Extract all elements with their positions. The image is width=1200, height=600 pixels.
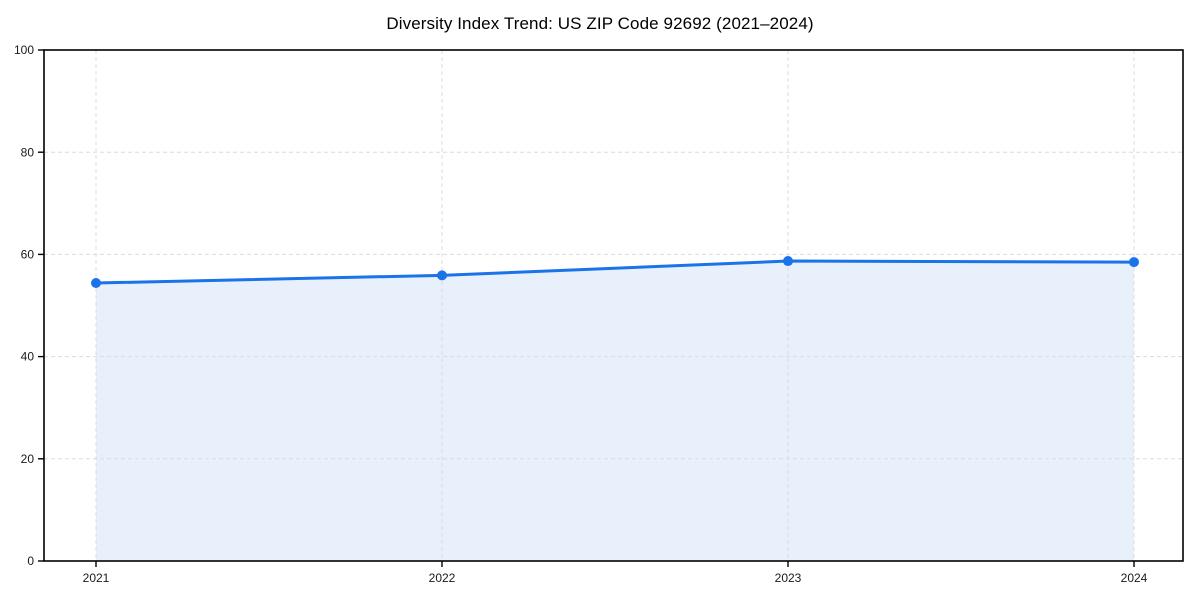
x-tick-label: 2021 — [83, 571, 110, 585]
area-fill — [96, 261, 1134, 561]
y-tick-label: 80 — [21, 145, 35, 159]
x-tick-label: 2024 — [1121, 571, 1148, 585]
y-tick-label: 40 — [21, 350, 35, 364]
x-tick-label: 2023 — [775, 571, 802, 585]
y-tick-label: 20 — [21, 452, 35, 466]
data-point — [783, 256, 793, 267]
data-point — [437, 270, 447, 281]
plot-frame — [43, 49, 1184, 562]
trend-line — [94, 259, 1136, 285]
y-tick-label: 100 — [14, 43, 34, 57]
y-tick-label: 0 — [27, 554, 34, 568]
data-point — [91, 278, 101, 289]
data-point — [1129, 257, 1139, 268]
x-tick-label: 2022 — [429, 571, 456, 585]
y-tick-label: 60 — [21, 247, 35, 261]
chart-title: Diversity Index Trend: US ZIP Code 92692… — [386, 14, 814, 33]
